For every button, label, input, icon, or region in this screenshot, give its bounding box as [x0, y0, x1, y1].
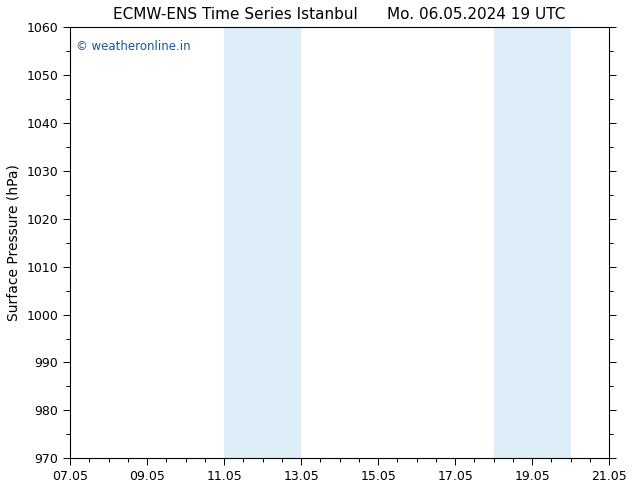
Text: © weatheronline.in: © weatheronline.in [75, 40, 190, 53]
Bar [224, 27, 262, 458]
Y-axis label: Surface Pressure (hPa): Surface Pressure (hPa) [7, 164, 21, 321]
Bar [262, 27, 301, 458]
Title: ECMW-ENS Time Series Istanbul      Mo. 06.05.2024 19 UTC: ECMW-ENS Time Series Istanbul Mo. 06.05.… [113, 7, 566, 22]
Bar [532, 27, 571, 458]
Bar [494, 27, 532, 458]
